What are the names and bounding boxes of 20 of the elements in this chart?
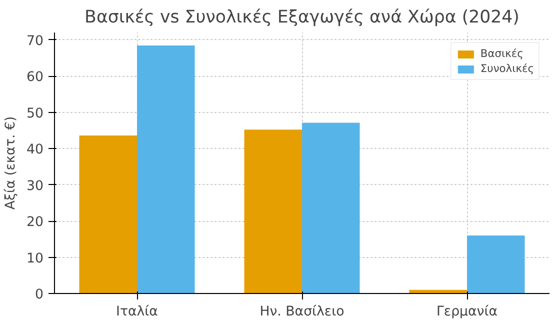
legend-label: Βασικές (480, 47, 524, 60)
bar (79, 135, 137, 294)
y-tick-label: 20 (26, 215, 44, 230)
y-tick-label: 10 (26, 251, 44, 266)
y-tick-label: 40 (26, 142, 44, 158)
legend-label: Συνολικές (480, 62, 534, 75)
bar (467, 236, 525, 294)
y-tick-label: 50 (26, 106, 44, 122)
bar (244, 130, 302, 294)
y-tick-label: 60 (26, 70, 44, 85)
bar (137, 46, 195, 294)
bar (302, 122, 360, 294)
x-tick-label: Ιταλία (116, 304, 158, 320)
y-tick-label: 70 (26, 34, 44, 49)
y-tick-label: 0 (35, 288, 44, 302)
x-tick-label: Ην. Βασίλειο (260, 304, 344, 320)
chart-title: Βασικές vs Συνολικές Εξαγωγές ανά Χώρα (2024) (84, 8, 520, 28)
y-axis-title: Αξία (εκατ. €) (4, 116, 19, 210)
x-tick-label: Γερμανία (436, 304, 498, 320)
y-tick-label: 30 (26, 178, 44, 194)
